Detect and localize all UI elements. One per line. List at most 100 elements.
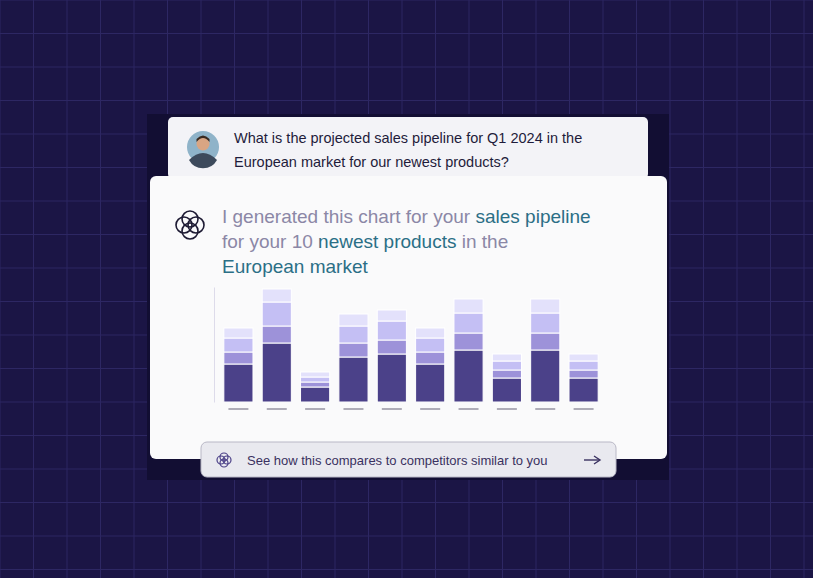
answer-highlight: European market (222, 256, 368, 277)
grid-line-h (0, 536, 813, 537)
answer-text: for your 10 (222, 231, 318, 252)
bar-segment (416, 338, 445, 352)
bar-segment (224, 328, 253, 338)
bar-segment (492, 370, 521, 378)
bar-segment (301, 377, 330, 382)
grid-line-v (804, 0, 805, 578)
bar-segment (531, 350, 560, 402)
grid-line-h (0, 569, 813, 570)
x-tick-dash (459, 408, 479, 409)
grid-line-v (670, 0, 671, 578)
bar-segment (454, 350, 483, 402)
bar-segment (339, 357, 368, 402)
bar-segment (224, 352, 253, 364)
button-arrow-head (594, 456, 600, 464)
answer-text: in the (456, 231, 508, 252)
x-tick (497, 409, 517, 410)
bar-segment (454, 299, 483, 313)
y-axis (214, 288, 215, 403)
bar-segment (416, 364, 445, 402)
bar-segment (301, 372, 330, 377)
chart (215, 288, 599, 410)
bar-segment (569, 361, 598, 370)
bar-segment (224, 364, 253, 402)
bar-segment (262, 289, 291, 302)
bar-segment (377, 354, 406, 402)
answer-card: I generated this chart for your sales pi… (150, 176, 667, 459)
bar-segment (569, 370, 598, 378)
grid-line-v (770, 0, 771, 578)
x-tick (420, 409, 440, 410)
y-axis-line (214, 288, 215, 403)
grid-line-v (33, 0, 34, 578)
bar-segment (339, 326, 368, 343)
bar-segment (224, 338, 253, 352)
bar-segment (339, 343, 368, 357)
answer-line: for your 10 newest products in the (222, 231, 508, 252)
bar-segment (454, 333, 483, 350)
grid-line-h (0, 502, 813, 503)
button-bg[interactable] (201, 442, 616, 477)
answer-text: I generated this chart for your (222, 206, 475, 227)
grid-line-v (0, 0, 1, 578)
bar-segment (416, 328, 445, 338)
x-tick-dash (574, 408, 594, 409)
x-tick (459, 409, 479, 410)
x-tick-dash (343, 408, 363, 409)
bar-segment (569, 354, 598, 361)
bars (224, 289, 598, 402)
grid-line-v (67, 0, 68, 578)
bar-segment (531, 299, 560, 313)
avatar-body (189, 153, 217, 168)
bar-segment (377, 340, 406, 354)
bar-segment (416, 352, 445, 364)
answer-highlight: newest products (318, 231, 456, 252)
bar-segment (262, 302, 291, 326)
grid-line-h (0, 100, 813, 101)
bar-segment (377, 310, 406, 321)
bar-segment (492, 354, 521, 361)
answer-card-bg (150, 176, 667, 459)
grid-line-h (0, 0, 813, 1)
x-tick (574, 409, 594, 410)
bar-segment (339, 314, 368, 326)
x-tick-dash (535, 408, 555, 409)
answer-line: I generated this chart for your sales pi… (222, 206, 591, 227)
background-grid (0, 0, 813, 578)
assistant-logo (176, 211, 204, 239)
logo-petal (220, 459, 228, 467)
x-tick (228, 409, 248, 410)
bar-segment (262, 343, 291, 402)
button-text[interactable]: See how this compares to competitors sim… (247, 453, 548, 468)
x-tick-dash (497, 408, 517, 409)
bar-segment (301, 387, 330, 402)
question-text: European market for our newest products? (234, 154, 509, 170)
grid-line-v (737, 0, 738, 578)
x-tick-dash (228, 408, 248, 409)
grid-line-h (0, 33, 813, 34)
bar-segment (492, 361, 521, 370)
question-card: What is the projected sales pipeline for… (168, 117, 648, 179)
button-arrow-shaft (584, 459, 599, 460)
bar-segment (262, 326, 291, 343)
bar-segment (531, 333, 560, 350)
answer-highlight: sales pipeline (475, 206, 590, 227)
x-tick (305, 409, 325, 410)
avatar (187, 131, 219, 168)
logo-petal (182, 223, 198, 239)
question-text: What is the projected sales pipeline for… (234, 130, 582, 146)
x-tick (382, 409, 402, 410)
x-tick-dash (420, 408, 440, 409)
answer-line: European market (222, 256, 368, 277)
page: What is the projected sales pipeline for… (0, 0, 813, 578)
grid-line-v (134, 0, 135, 578)
shadow-panel (147, 114, 669, 480)
x-tick (267, 409, 287, 410)
compare-button[interactable]: See how this compares to competitors sim… (201, 442, 616, 477)
bar-segment (377, 321, 406, 340)
avatar-hair (197, 136, 210, 143)
bar-segment (569, 378, 598, 402)
grid-line-h (0, 67, 813, 68)
x-tick (343, 409, 363, 410)
grid-line-v (703, 0, 704, 578)
